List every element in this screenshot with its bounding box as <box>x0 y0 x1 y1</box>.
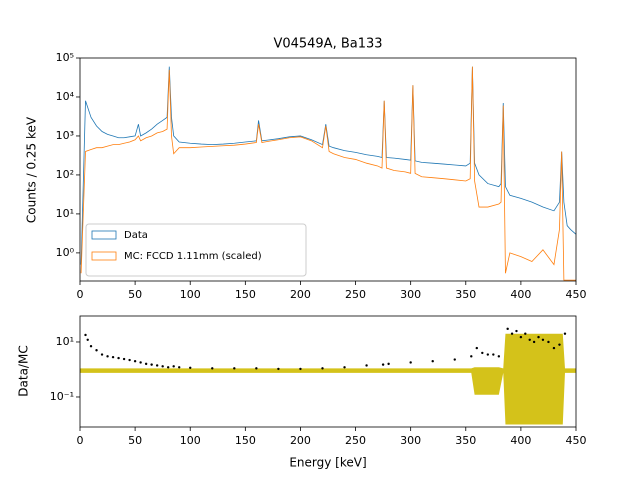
error-band <box>80 333 576 425</box>
ratio-point <box>117 356 120 360</box>
ratio-point <box>277 367 280 371</box>
ratio-point <box>387 362 390 366</box>
ratio-point <box>233 367 236 370</box>
ratio-point <box>492 353 495 356</box>
ratio-point <box>189 366 192 370</box>
x-tick-label: 400 <box>510 288 531 301</box>
x-tick-label: 200 <box>290 288 311 301</box>
ratio-point <box>486 353 490 356</box>
plot-area <box>80 66 576 281</box>
ratio-point <box>558 343 561 346</box>
legend-swatch <box>91 251 117 261</box>
ratio-point <box>100 353 104 356</box>
ratio-point <box>299 367 302 371</box>
x-tick-label: 150 <box>235 434 256 447</box>
chart-title: V04549A, Ba133 <box>273 37 382 52</box>
ratio-point <box>547 340 550 344</box>
y-tick-label: 10³ <box>56 129 74 142</box>
ratio-point <box>365 364 368 367</box>
ratio-point <box>541 338 545 341</box>
ratio-point <box>255 367 258 370</box>
legend-box <box>85 223 307 277</box>
y-axis-label: Counts / 0.25 keV <box>25 116 39 223</box>
ratio-point <box>122 357 126 361</box>
x-tick-label: 50 <box>128 434 142 447</box>
ratio-point <box>409 361 412 364</box>
ratio-point <box>86 338 89 341</box>
ratio-point <box>470 355 473 358</box>
x-tick-label: 200 <box>290 434 311 447</box>
ratio-point <box>381 363 385 366</box>
y-tick-label: 10¹ <box>56 207 74 220</box>
plot-area <box>80 327 576 425</box>
ratio-point <box>128 358 131 362</box>
x-tick-label: 100 <box>180 434 201 447</box>
ratio-point <box>84 333 87 337</box>
x-tick-label: 300 <box>400 288 421 301</box>
ratio-point <box>133 359 137 363</box>
axes-frame <box>79 315 577 428</box>
y-tick-label: 10¹ <box>56 335 74 348</box>
axes-frame <box>79 57 577 282</box>
x-tick-label: 400 <box>510 434 531 447</box>
x-tick-label: 450 <box>566 288 587 301</box>
y-axis-label: Data/MC <box>17 345 31 396</box>
legend-label: Data <box>124 230 148 241</box>
ratio-point <box>524 332 527 335</box>
ratio-point <box>497 355 501 358</box>
ratio-point <box>172 365 175 368</box>
x-tick-label: 0 <box>77 434 84 447</box>
ratio-point <box>150 363 153 366</box>
y-tick-label: 10⁵ <box>56 51 74 64</box>
ratio-point <box>161 365 164 368</box>
x-tick-label: 150 <box>235 288 256 301</box>
ratio-point <box>155 364 159 367</box>
y-tick-label: 10² <box>56 168 74 181</box>
legend-swatch <box>91 230 117 240</box>
ratio-point <box>552 346 556 350</box>
x-tick-label: 0 <box>77 288 84 301</box>
x-tick-label: 350 <box>455 288 476 301</box>
x-tick-label: 450 <box>566 434 587 447</box>
ratio-point <box>519 335 523 339</box>
ratio-point <box>510 332 514 335</box>
y-tick-label: 10⁻¹ <box>50 390 74 403</box>
ratio-point <box>453 358 456 361</box>
ratio-point <box>481 351 484 355</box>
ratio-point <box>528 338 531 341</box>
x-tick-label: 100 <box>180 288 201 301</box>
ratio-point <box>431 359 434 363</box>
ratio-point <box>563 332 567 335</box>
ratio-point <box>211 367 214 370</box>
y-tick-label: 10⁴ <box>56 90 75 103</box>
series-line <box>80 66 576 281</box>
ratio-point <box>144 362 148 366</box>
ratio-point <box>178 366 181 369</box>
x-axis-label: Energy [keV] <box>289 456 366 470</box>
ratio-point <box>89 345 93 348</box>
x-tick-label: 250 <box>345 434 366 447</box>
x-tick-label: 350 <box>455 434 476 447</box>
ratio-point <box>106 355 109 358</box>
ratio-point <box>321 367 324 370</box>
ratio-point <box>475 346 478 350</box>
ratio-point <box>506 327 509 331</box>
ratio-point <box>537 335 540 339</box>
ratio-point <box>111 355 115 359</box>
ratio-point <box>139 361 142 364</box>
y-tick-label: 10⁰ <box>56 246 75 259</box>
ratio-point <box>343 366 346 369</box>
x-tick-label: 300 <box>400 434 421 447</box>
x-tick-label: 50 <box>128 288 142 301</box>
ratio-point <box>532 340 536 344</box>
ratio-point <box>515 329 518 333</box>
ratio-point <box>166 366 170 369</box>
x-tick-label: 250 <box>345 288 366 301</box>
ratio-point <box>95 349 98 352</box>
legend-label: MC: FCCD 1.11mm (scaled) <box>124 251 262 262</box>
